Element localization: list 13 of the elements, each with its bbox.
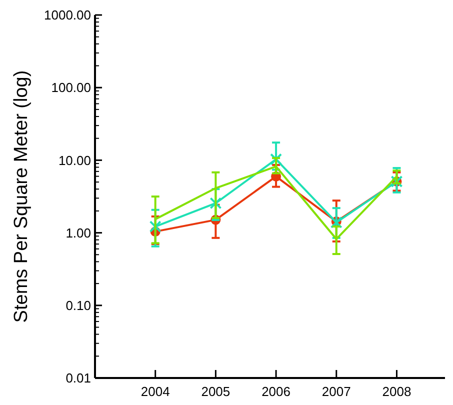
y-tick-label: 1000.00 [44,8,91,23]
y-tick-label: 0.10 [66,298,91,313]
point [149,220,162,233]
x-tick-label: 2005 [201,384,230,399]
x-tick-label: 2007 [322,384,351,399]
y-tick-label: 10.00 [58,152,91,168]
x-tick-label: 2008 [382,384,412,399]
y-axis-title: Stems Per Square Meter (log) [11,70,32,323]
x-tick-label: 2004 [140,384,170,399]
x-tick-label: 2006 [262,384,290,399]
y-tick-label: 0.01 [66,370,91,386]
y-tick-label: 1.00 [66,225,91,240]
y-tick-label: 100.00 [51,80,91,96]
